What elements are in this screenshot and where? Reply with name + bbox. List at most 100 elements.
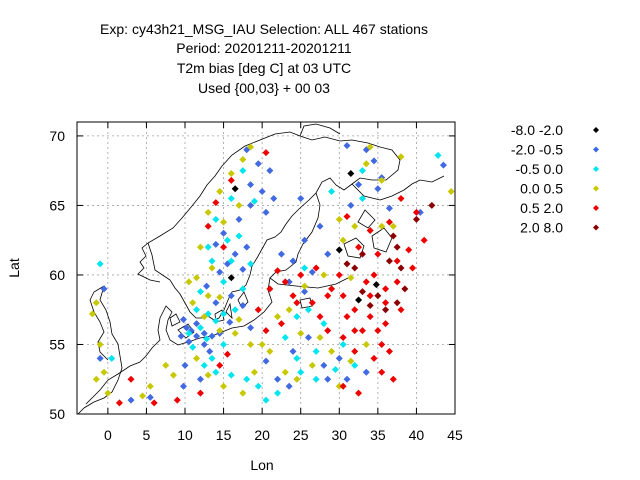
station-point xyxy=(362,160,370,168)
station-point xyxy=(185,278,193,286)
station-point xyxy=(274,375,282,383)
station-point xyxy=(347,201,355,209)
station-point xyxy=(409,264,417,272)
station-point xyxy=(274,389,282,397)
station-point xyxy=(258,340,266,348)
y-tick-label: 65 xyxy=(49,197,65,213)
station-point xyxy=(374,292,382,300)
legend-marker xyxy=(593,127,599,133)
coastline-outline xyxy=(77,123,445,415)
station-point xyxy=(277,320,285,328)
title-line-3: T2m bias [deg C] at 03 UTC xyxy=(177,60,351,76)
x-tick-label: 10 xyxy=(177,427,193,443)
station-point xyxy=(324,375,332,383)
station-point xyxy=(351,264,359,272)
station-point xyxy=(312,375,320,383)
station-point xyxy=(351,222,359,230)
station-point xyxy=(220,218,228,226)
station-point xyxy=(274,267,282,275)
station-point xyxy=(372,281,380,289)
station-point xyxy=(358,327,366,335)
x-tick-label: 25 xyxy=(293,427,309,443)
station-point xyxy=(308,361,316,369)
station-point xyxy=(274,313,282,321)
station-point xyxy=(254,160,262,168)
station-point xyxy=(405,246,413,254)
station-point xyxy=(216,293,224,301)
station-point xyxy=(378,340,386,348)
station-point xyxy=(239,302,247,310)
station-point xyxy=(227,292,235,300)
series-5 xyxy=(115,149,428,407)
station-point xyxy=(239,156,247,164)
station-point xyxy=(281,278,289,286)
station-point xyxy=(254,306,262,314)
station-point xyxy=(374,327,382,335)
station-point xyxy=(358,288,366,296)
station-point xyxy=(397,264,405,272)
station-point xyxy=(343,313,351,321)
legend-label: 0.5 2.0 xyxy=(520,200,563,216)
station-point xyxy=(262,396,270,404)
station-point xyxy=(220,382,228,390)
station-point xyxy=(231,185,239,193)
station-point xyxy=(196,389,204,397)
station-point xyxy=(179,315,187,323)
station-point xyxy=(304,306,312,314)
station-point xyxy=(304,334,312,342)
x-tick-label: 0 xyxy=(104,427,112,443)
station-point xyxy=(301,236,309,244)
station-point xyxy=(393,278,401,286)
station-point xyxy=(196,288,204,296)
station-point xyxy=(351,306,359,314)
station-point xyxy=(96,340,104,348)
station-point xyxy=(366,226,374,234)
station-point xyxy=(297,271,305,279)
station-point xyxy=(247,324,255,332)
station-point xyxy=(285,382,293,390)
station-point xyxy=(355,296,363,304)
x-tick-label: 35 xyxy=(370,427,386,443)
axis-ticks: 0 5 10 15 20 25 30 35 40 45 50 55 60 65 70 xyxy=(49,122,463,443)
station-point xyxy=(220,340,228,348)
x-tick-label: 40 xyxy=(409,427,425,443)
station-point xyxy=(347,169,355,177)
y-tick-label: 60 xyxy=(49,267,65,283)
grid-lines xyxy=(77,122,455,414)
station-point xyxy=(227,274,235,282)
station-point xyxy=(393,257,401,265)
station-point xyxy=(270,194,278,202)
station-point xyxy=(115,399,123,407)
station-point xyxy=(339,382,347,390)
station-point xyxy=(289,257,297,265)
station-point xyxy=(358,167,366,175)
station-point xyxy=(374,250,382,258)
station-point xyxy=(362,368,370,376)
station-point xyxy=(204,222,212,230)
station-point xyxy=(320,361,328,369)
legend-label: -2.0 -0.5 xyxy=(511,142,563,158)
station-point xyxy=(247,260,255,268)
station-point xyxy=(316,313,324,321)
station-point xyxy=(312,347,320,355)
station-point xyxy=(208,332,216,340)
series-1 xyxy=(227,169,380,304)
station-point xyxy=(366,292,374,300)
x-tick-label: 20 xyxy=(254,427,270,443)
legend-label: 2.0 8.0 xyxy=(520,220,563,236)
station-point xyxy=(335,215,343,223)
station-point xyxy=(281,334,289,342)
station-point xyxy=(193,306,201,314)
station-point xyxy=(212,299,220,307)
station-point xyxy=(347,357,355,365)
station-point xyxy=(216,327,224,335)
station-point xyxy=(196,375,204,383)
station-point xyxy=(239,389,247,397)
title-line-1: Exp: cy43h21_MSG_IAU Selection: ALL 467 … xyxy=(100,21,428,37)
series-4 xyxy=(88,143,455,400)
station-point xyxy=(362,340,370,348)
station-point xyxy=(204,371,212,379)
station-point xyxy=(301,288,309,296)
station-point xyxy=(339,340,347,348)
station-point xyxy=(293,313,301,321)
